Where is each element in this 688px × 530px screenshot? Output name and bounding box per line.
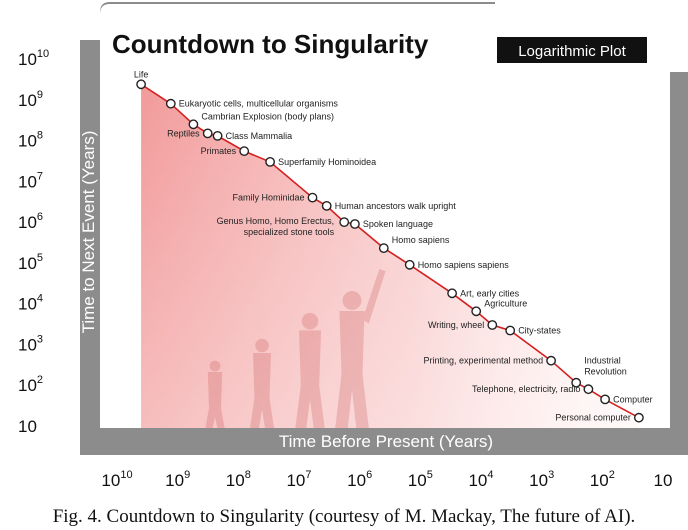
silhouette-body <box>335 311 369 428</box>
data-point <box>202 128 213 139</box>
point-label: Life <box>134 69 149 79</box>
data-point <box>404 259 415 270</box>
data-point <box>349 219 360 229</box>
data-point <box>378 243 389 254</box>
point-label: Class Mammalia <box>226 131 293 141</box>
point-label: Industrial Revolution <box>584 356 627 377</box>
point-label: Eukaryotic cells, multicellular organism… <box>179 99 339 109</box>
x-tick-label: 108 <box>226 469 251 490</box>
point-labels-layer: Life Eukaryotic cells, multicellular orga… <box>134 69 653 422</box>
point-label: Art, early cities <box>460 288 520 298</box>
x-tick-label: 105 <box>408 469 433 490</box>
data-point <box>339 217 350 228</box>
x-tick-label: 102 <box>590 469 615 490</box>
x-axis-label: Time Before Present (Years) <box>279 432 493 451</box>
y-tick-label: 103 <box>18 333 43 354</box>
shaded-area-layer <box>141 84 639 429</box>
point-label: Spoken language <box>363 219 433 229</box>
point-label: Cambrian Explosion (body plans) <box>201 111 334 121</box>
silhouette-figure <box>250 338 274 428</box>
data-point <box>600 394 610 405</box>
evolution-silhouettes <box>205 269 386 428</box>
data-point <box>136 79 147 90</box>
point-label: Personal computer <box>555 413 631 423</box>
data-point <box>265 156 275 167</box>
data-point <box>571 377 582 388</box>
y-tick-label: 109 <box>18 89 43 110</box>
y-tick-label: 102 <box>18 374 43 395</box>
point-label: Homo sapiens <box>392 235 450 245</box>
y-tick-label: 10 <box>18 417 37 436</box>
point-label: Primates <box>201 146 237 156</box>
x-tick-labels: 1010 109 108 107 106 105 104 103 102 10 <box>101 469 672 490</box>
shaded-area-highlight <box>141 84 639 429</box>
data-point <box>505 325 516 336</box>
silhouette-raised-arm <box>362 269 386 324</box>
point-label: Computer <box>613 394 653 404</box>
data-point <box>546 355 556 366</box>
y-tick-label: 107 <box>18 170 43 191</box>
chart-title: Countdown to Singularity <box>112 29 429 59</box>
trend-line-layer <box>140 83 640 419</box>
data-point <box>447 288 457 299</box>
point-label: Telephone, electricity, radio <box>472 384 580 394</box>
data-point <box>487 320 498 330</box>
silhouette-body <box>295 330 325 428</box>
silhouette-head <box>209 360 221 372</box>
scale-badge: Logarithmic Plot <box>518 43 626 60</box>
silhouette-head <box>255 338 269 353</box>
data-point <box>165 98 176 109</box>
x-tick-label: 10 <box>654 471 673 490</box>
data-point <box>471 306 482 317</box>
x-tick-label: 109 <box>165 469 190 490</box>
y-tick-labels: 1010 109 108 107 106 105 104 103 102 10 <box>18 48 49 436</box>
y-tick-label: 108 <box>18 130 43 151</box>
x-tick-label: 1010 <box>101 469 132 490</box>
point-label: Human ancestors walk upright <box>335 201 457 211</box>
y-tick-label: 104 <box>18 293 43 314</box>
silhouette-figure <box>335 269 386 428</box>
x-tick-label: 107 <box>286 469 311 490</box>
point-label: Agriculture <box>484 298 527 308</box>
data-point <box>307 192 318 203</box>
figure-caption: Fig. 4. Countdown to Singularity (courte… <box>52 506 636 527</box>
point-label: Homo sapiens sapiens <box>418 260 510 270</box>
silhouette-head <box>301 312 319 330</box>
data-point <box>583 384 594 395</box>
trend-line <box>140 83 640 419</box>
data-point <box>634 412 644 423</box>
data-point <box>321 200 332 211</box>
point-label: Reptiles <box>167 128 200 138</box>
data-point <box>239 146 250 157</box>
point-label: Writing, wheel <box>428 320 484 330</box>
data-point <box>188 119 199 130</box>
point-label: Family Hominidae <box>232 193 304 203</box>
data-point <box>212 130 223 141</box>
y-tick-label: 1010 <box>18 48 49 69</box>
point-label: Superfamily Hominoidea <box>278 157 376 167</box>
silhouette-body <box>205 372 225 428</box>
x-tick-label: 106 <box>347 469 372 490</box>
x-tick-label: 103 <box>529 469 554 490</box>
x-tick-label: 104 <box>468 469 493 490</box>
silhouette-figure <box>295 312 325 428</box>
y-tick-label: 106 <box>18 211 43 232</box>
data-points-layer <box>136 79 644 423</box>
silhouette-figure <box>205 360 225 428</box>
point-label: City-states <box>518 326 561 336</box>
y-axis-label: Time to Next Event (Years) <box>79 131 98 334</box>
silhouette-body <box>250 353 274 428</box>
y-tick-label: 105 <box>18 252 43 273</box>
scale-badge-bg <box>497 37 647 63</box>
title-tab <box>100 4 495 72</box>
point-label: Genus Homo, Homo Erectus, specialized sto… <box>217 216 335 237</box>
point-label: Printing, experimental method <box>424 356 544 366</box>
silhouette-head <box>342 291 362 310</box>
